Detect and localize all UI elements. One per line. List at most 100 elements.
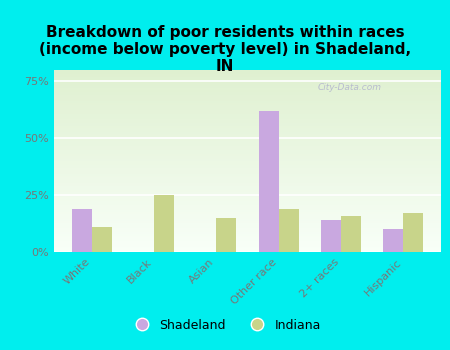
Bar <box>54 119 441 121</box>
Bar <box>54 194 441 196</box>
Bar <box>54 214 441 216</box>
Bar <box>54 161 441 163</box>
Bar <box>54 245 441 246</box>
Bar <box>54 126 441 128</box>
Bar <box>54 154 441 155</box>
Bar <box>54 196 441 197</box>
Bar <box>54 164 441 167</box>
Bar <box>54 116 441 117</box>
Bar <box>54 117 441 119</box>
Bar <box>383 229 404 252</box>
Bar <box>54 181 441 183</box>
Bar <box>54 190 441 192</box>
Bar <box>54 130 441 132</box>
Bar <box>341 216 361 252</box>
Bar <box>54 94 441 96</box>
Bar <box>54 152 441 154</box>
Bar <box>54 205 441 206</box>
Bar <box>54 103 441 105</box>
Bar <box>54 137 441 139</box>
Bar <box>54 132 441 134</box>
Bar <box>54 203 441 205</box>
Bar <box>54 97 441 99</box>
Bar <box>54 86 441 88</box>
Bar <box>54 221 441 223</box>
Bar <box>54 234 441 236</box>
Bar <box>54 155 441 158</box>
Bar <box>91 227 112 252</box>
Bar <box>54 90 441 92</box>
Bar <box>54 145 441 146</box>
Bar <box>321 220 341 252</box>
Text: Breakdown of poor residents within races
(income below poverty level) in Shadela: Breakdown of poor residents within races… <box>39 25 411 74</box>
Bar <box>54 226 441 228</box>
Legend: Shadeland, Indiana: Shadeland, Indiana <box>124 314 326 337</box>
Bar <box>54 187 441 188</box>
Bar <box>54 172 441 174</box>
Bar <box>54 239 441 241</box>
Bar <box>404 213 423 252</box>
Bar <box>54 134 441 135</box>
Bar <box>54 176 441 177</box>
Bar <box>54 150 441 152</box>
Bar <box>54 123 441 125</box>
Bar <box>54 70 441 72</box>
Bar <box>54 74 441 76</box>
Bar <box>54 225 441 226</box>
Bar <box>54 192 441 194</box>
Bar <box>54 79 441 81</box>
Bar <box>54 121 441 123</box>
Bar <box>54 246 441 248</box>
Bar <box>54 232 441 234</box>
Bar <box>54 143 441 145</box>
Bar <box>54 206 441 208</box>
Bar <box>54 141 441 143</box>
Bar <box>54 197 441 199</box>
Bar <box>54 110 441 112</box>
Bar <box>54 241 441 243</box>
Bar <box>279 209 299 252</box>
Bar <box>54 179 441 181</box>
Bar <box>54 85 441 86</box>
Bar <box>54 188 441 190</box>
Bar <box>54 208 441 210</box>
Bar <box>54 158 441 159</box>
Bar <box>54 163 441 164</box>
Bar <box>54 212 441 214</box>
Bar <box>54 174 441 176</box>
Bar <box>54 125 441 126</box>
Bar <box>54 217 441 219</box>
Bar <box>54 106 441 108</box>
Bar <box>54 146 441 148</box>
Bar <box>216 218 236 252</box>
Bar <box>54 88 441 90</box>
Bar <box>54 135 441 137</box>
Bar <box>54 76 441 77</box>
Bar <box>54 92 441 94</box>
Bar <box>54 201 441 203</box>
Bar <box>54 77 441 79</box>
Bar <box>154 195 174 252</box>
Bar <box>259 111 279 252</box>
Bar <box>54 228 441 230</box>
Bar <box>54 168 441 170</box>
Bar <box>54 230 441 232</box>
Bar <box>54 223 441 225</box>
Bar <box>54 177 441 179</box>
Bar <box>54 108 441 110</box>
Bar <box>54 159 441 161</box>
Bar <box>54 216 441 217</box>
Bar <box>54 250 441 252</box>
Bar <box>54 170 441 172</box>
Bar <box>54 210 441 212</box>
Bar <box>54 148 441 150</box>
Bar <box>54 236 441 237</box>
Bar <box>54 237 441 239</box>
Bar <box>54 96 441 97</box>
Bar <box>54 183 441 185</box>
Bar <box>54 139 441 141</box>
Bar <box>54 83 441 85</box>
Bar <box>54 243 441 245</box>
Bar <box>54 185 441 187</box>
Bar <box>54 248 441 250</box>
